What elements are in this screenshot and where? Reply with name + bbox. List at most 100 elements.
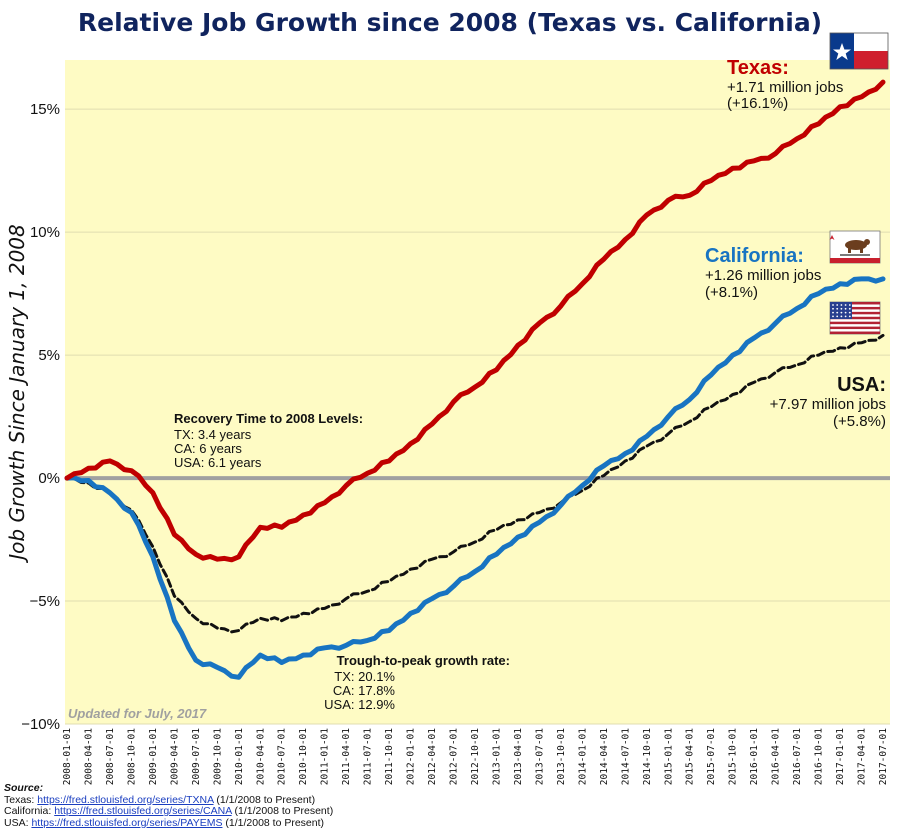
flag-star — [840, 304, 843, 306]
usa-flag-icon — [829, 301, 881, 335]
flag-star — [832, 307, 834, 310]
x-tick-label: 2012-01-01 — [406, 728, 417, 785]
x-tick-label: 2017-07-01 — [878, 728, 889, 785]
updated-note: Updated for July, 2017 — [68, 706, 207, 721]
x-tick-label: 2014-07-01 — [620, 728, 631, 785]
source-suffix: (1/1/2008 to Present) — [231, 805, 334, 817]
source-notes: Source: Texas: https://fred.stlouisfed.o… — [4, 782, 334, 830]
y-tick-label: −5% — [30, 593, 60, 610]
x-tick-label: 2016-10-01 — [814, 728, 825, 785]
x-tick-label: 2008-10-01 — [126, 728, 137, 785]
flag-stripe — [830, 321, 880, 325]
trough-line: CA: 17.8% — [333, 683, 396, 698]
x-tick-label: 2012-10-01 — [470, 728, 481, 785]
x-tick-label: 2015-10-01 — [728, 728, 739, 785]
y-tick-label: 10% — [30, 224, 60, 241]
x-tick-label: 2014-01-01 — [577, 728, 588, 785]
x-tick-label: 2009-10-01 — [212, 728, 223, 785]
flag-stripe — [830, 331, 880, 334]
texas-label: Texas: — [727, 57, 789, 79]
x-tick-label: 2010-01-01 — [234, 728, 245, 785]
flag-star — [832, 304, 834, 306]
texas-flag-icon — [829, 32, 889, 70]
y-axis-ticks: 15% 10% 5% 0% −5% −10% — [21, 101, 60, 733]
source-prefix: Texas: — [4, 793, 38, 806]
flag-star — [836, 304, 839, 306]
x-tick-label: 2013-01-01 — [491, 728, 502, 785]
trough-line: USA: 12.9% — [324, 697, 395, 712]
trough-line: TX: 20.1% — [334, 669, 395, 684]
usa-pct: (+5.8%) — [833, 413, 886, 430]
x-tick-label: 2015-07-01 — [706, 728, 717, 785]
source-suffix: (1/1/2008 to Present) — [213, 793, 316, 806]
y-tick-label: 15% — [30, 101, 60, 118]
flag-star — [840, 311, 843, 314]
flag-star — [836, 307, 839, 310]
texas-jobs: +1.71 million jobs — [727, 79, 843, 96]
flag-star — [836, 311, 839, 314]
x-tick-label: 2015-01-01 — [663, 728, 674, 785]
flag-stripe — [830, 302, 880, 305]
x-tick-label: 2009-07-01 — [191, 728, 202, 785]
california-flag-icon — [829, 230, 881, 264]
recovery-line: CA: 6 years — [174, 441, 242, 456]
y-tick-label: 5% — [38, 347, 60, 364]
flag-stripe — [830, 311, 880, 315]
source-prefix: California: — [4, 805, 55, 817]
series-lines — [64, 79, 886, 680]
x-tick-label: 2008-07-01 — [105, 728, 116, 785]
usa-label: USA: — [837, 374, 886, 396]
california-label: California: — [705, 245, 804, 267]
x-tick-label: 2008-01-01 — [62, 728, 73, 785]
x-tick-label: 2013-10-01 — [556, 728, 567, 785]
x-tick-label: 2011-04-01 — [341, 728, 352, 785]
flag-stripe — [830, 316, 880, 320]
x-axis-ticks: 2008-01-01 2008-04-01 2008-07-01 2008-10-01… — [62, 728, 889, 785]
x-tick-label: 2011-01-01 — [320, 728, 331, 785]
x-tick-label: 2009-01-01 — [148, 728, 159, 785]
california-jobs: +1.26 million jobs — [705, 267, 821, 284]
x-tick-label: 2017-01-01 — [835, 728, 846, 785]
trough-note: Trough-to-peak growth rate: TX: 20.1% CA… — [324, 653, 510, 712]
flag-star — [844, 304, 847, 306]
x-tick-label: 2010-10-01 — [298, 728, 309, 785]
source-line-texas: Texas: https://fred.stlouisfed.org/serie… — [4, 793, 333, 807]
source-line-usa: USA: https://fred.stlouisfed.org/series/… — [4, 816, 333, 830]
source-prefix: USA: — [4, 816, 32, 829]
source-label: Source: — [4, 782, 44, 794]
y-tick-label: −10% — [21, 716, 60, 733]
flag-star — [848, 307, 851, 310]
x-tick-label: 2011-07-01 — [363, 728, 374, 785]
x-tick-label: 2014-10-01 — [642, 728, 653, 785]
x-tick-label: 2016-01-01 — [749, 728, 760, 785]
texas-annotation: Texas: +1.71 million jobs (+16.1%) — [727, 57, 843, 112]
california-series-line — [64, 276, 886, 680]
x-tick-label: 2014-04-01 — [599, 728, 610, 785]
recovery-line: TX: 3.4 years — [174, 427, 252, 442]
california-source-link[interactable]: https://fred.stlouisfed.org/series/CANA — [54, 805, 232, 817]
california-annotation: California: +1.26 million jobs (+8.1%) — [705, 245, 821, 301]
flag-star — [840, 307, 843, 310]
x-tick-label: 2017-04-01 — [857, 728, 868, 785]
x-tick-label: 2009-04-01 — [169, 728, 180, 785]
flag-stripe — [830, 326, 880, 330]
source-suffix: (1/1/2008 to Present) — [222, 816, 325, 829]
flag-star — [844, 315, 847, 318]
flag-star — [840, 315, 843, 318]
usa-source-link[interactable]: https://fred.stlouisfed.org/series/PAYEM… — [31, 816, 223, 829]
x-tick-label: 2016-04-01 — [771, 728, 782, 785]
x-tick-label: 2010-07-01 — [277, 728, 288, 785]
x-tick-label: 2015-04-01 — [685, 728, 696, 785]
flag-star — [836, 315, 839, 318]
x-tick-label: 2012-07-01 — [449, 728, 460, 785]
texas-source-link[interactable]: https://fred.stlouisfed.org/series/TXNA — [37, 793, 214, 806]
usa-series-line — [65, 333, 885, 634]
x-tick-label: 2016-07-01 — [792, 728, 803, 785]
flag-star — [848, 315, 851, 318]
chart-title: Relative Job Growth since 2008 (Texas vs… — [78, 8, 822, 37]
usa-jobs: +7.97 million jobs — [770, 396, 886, 413]
california-pct: (+8.1%) — [705, 284, 758, 301]
flag-star — [844, 307, 847, 310]
x-tick-label: 2013-04-01 — [513, 728, 524, 785]
